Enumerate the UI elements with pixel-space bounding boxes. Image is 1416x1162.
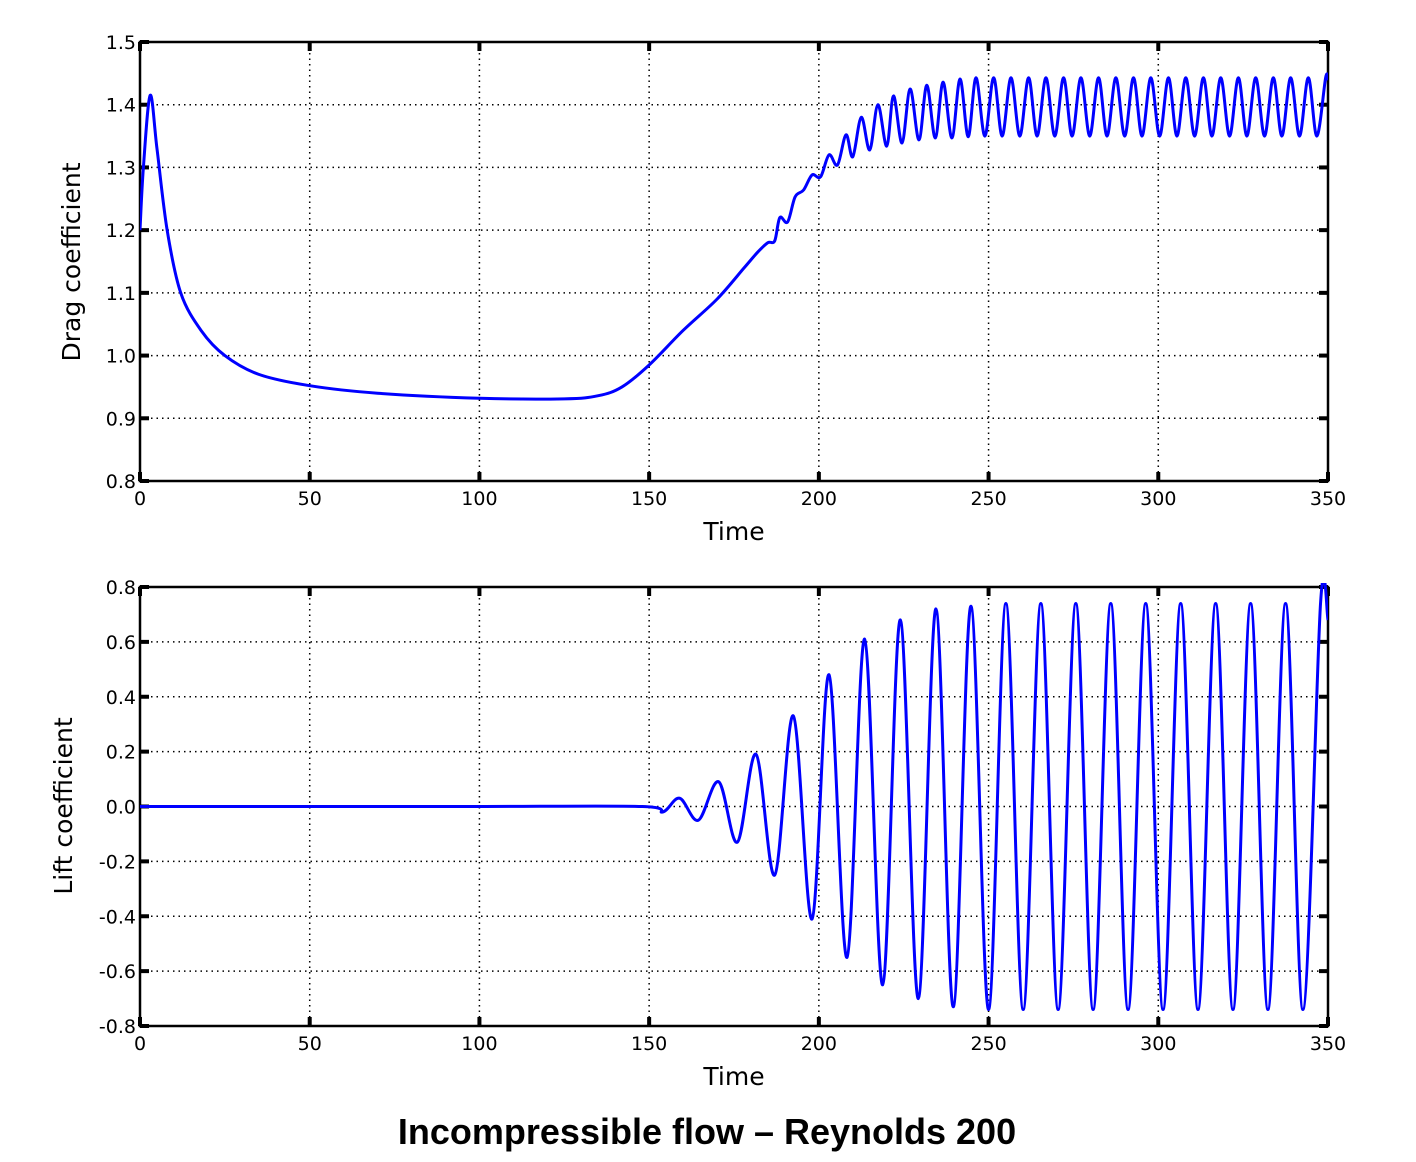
figure-title: Incompressible flow – Reynolds 200 [398, 1111, 1016, 1152]
y-tick-label: 0.9 [106, 408, 136, 430]
x-tick-label: 300 [1140, 1033, 1176, 1055]
plot-frame [138, 40, 1330, 483]
x-axis-label: Time [702, 517, 764, 546]
x-tick-label: 100 [461, 488, 497, 510]
y-tick-label: 1.1 [106, 283, 136, 305]
x-tick-label: 0 [134, 1033, 146, 1055]
x-tick-label: 200 [801, 1033, 837, 1055]
y-tick-label: 1.5 [106, 32, 136, 54]
x-tick-label: 200 [801, 488, 837, 510]
x-tick-label: 250 [970, 488, 1006, 510]
x-tick-label: 150 [631, 1033, 667, 1055]
x-tick-label: 350 [1310, 488, 1346, 510]
y-tick-label: 0.8 [106, 471, 136, 493]
y-tick-label: 0.6 [106, 632, 136, 654]
x-tick-label: 100 [461, 1033, 497, 1055]
y-tick-label: -0.6 [99, 961, 136, 983]
y-tick-label: 0.2 [106, 742, 136, 764]
y-axis-label: Drag coefficient [57, 162, 86, 361]
y-tick-label: 0.4 [106, 687, 136, 709]
x-tick-label: 150 [631, 488, 667, 510]
y-tick-label: -0.8 [99, 1016, 136, 1038]
drag-series-line [140, 72, 1328, 401]
x-tick-label: 350 [1310, 1033, 1346, 1055]
x-tick-label: 0 [134, 488, 146, 510]
y-tick-label: 1.3 [106, 157, 136, 179]
x-axis-label: Time [702, 1062, 764, 1091]
y-tick-label: 0.8 [106, 577, 136, 599]
drag-plot: 0 50 100 150 200 250 300 350 0.8 0.9 1.0 1.1 1.2 1.3 1… [57, 32, 1346, 546]
y-tick-label: -0.2 [99, 851, 136, 873]
y-tick-label: -0.4 [99, 906, 136, 928]
lift-series-line [140, 583, 1328, 1012]
y-tick-label: 0.0 [106, 797, 136, 819]
y-axis-label: Lift coefficient [49, 717, 78, 894]
x-tick-label: 300 [1140, 488, 1176, 510]
y-tick-label: 1.0 [106, 346, 136, 368]
lift-plot: 0 50 100 150 200 250 300 350 -0.8 -0.6 -0.4 -0.2 0.0… [49, 577, 1346, 1091]
x-tick-label: 50 [298, 1033, 322, 1055]
y-tick-label: 1.2 [106, 220, 136, 242]
x-tick-label: 50 [298, 488, 322, 510]
x-tick-label: 250 [970, 1033, 1006, 1055]
y-tick-label: 1.4 [106, 95, 136, 117]
